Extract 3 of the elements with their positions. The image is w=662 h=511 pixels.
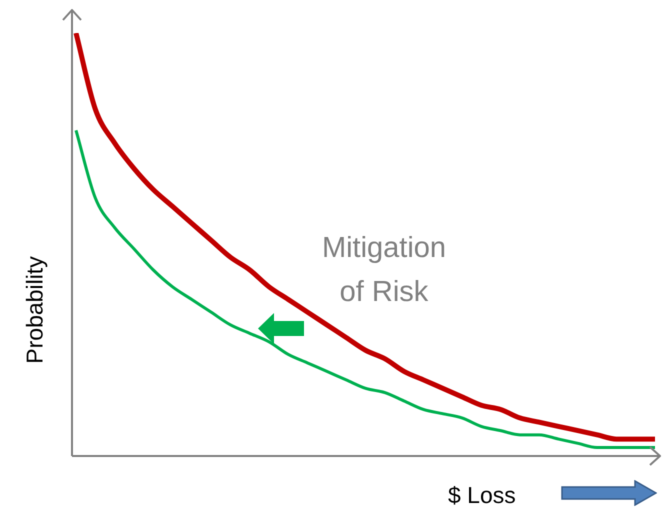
x-axis-title: $ Loss [448,482,516,509]
y-axis-title: Probability [22,256,48,364]
annotation: Mitigation of Risk [322,231,446,310]
